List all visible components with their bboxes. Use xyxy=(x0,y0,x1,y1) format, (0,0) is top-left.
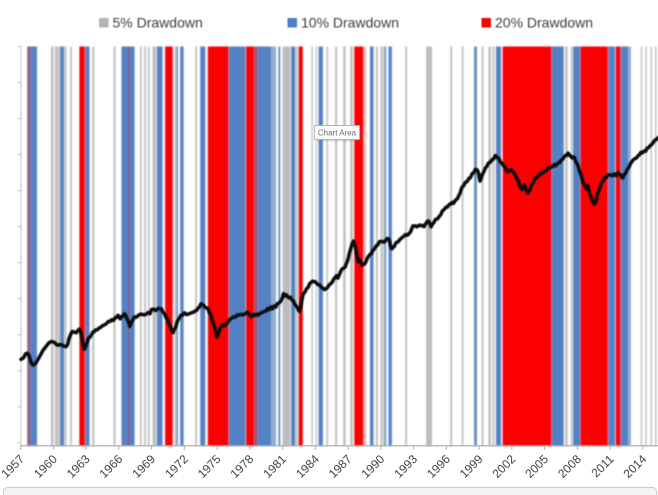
svg-text:2011: 2011 xyxy=(588,452,616,480)
svg-text:20% Drawdown: 20% Drawdown xyxy=(495,15,593,31)
svg-text:1987: 1987 xyxy=(326,452,355,481)
svg-text:1966: 1966 xyxy=(97,452,126,481)
svg-text:2002: 2002 xyxy=(490,452,519,481)
svg-text:1975: 1975 xyxy=(195,452,224,481)
svg-text:1981: 1981 xyxy=(260,452,289,481)
svg-text:2005: 2005 xyxy=(522,452,551,481)
svg-text:10% Drawdown: 10% Drawdown xyxy=(301,15,399,31)
svg-text:1972: 1972 xyxy=(162,452,191,481)
svg-text:1960: 1960 xyxy=(31,452,60,481)
svg-text:1990: 1990 xyxy=(359,452,388,481)
svg-text:1963: 1963 xyxy=(64,452,93,481)
svg-text:1969: 1969 xyxy=(129,452,158,481)
svg-text:5% Drawdown: 5% Drawdown xyxy=(113,15,203,31)
svg-text:1978: 1978 xyxy=(228,452,257,481)
svg-text:1996: 1996 xyxy=(424,452,453,481)
svg-text:Chart Area: Chart Area xyxy=(318,129,357,138)
svg-text:2008: 2008 xyxy=(555,452,584,481)
svg-text:2014: 2014 xyxy=(621,452,650,481)
svg-text:1984: 1984 xyxy=(293,452,322,481)
svg-text:1993: 1993 xyxy=(391,452,420,481)
svg-text:1957: 1957 xyxy=(0,452,27,481)
svg-text:1999: 1999 xyxy=(457,452,486,481)
